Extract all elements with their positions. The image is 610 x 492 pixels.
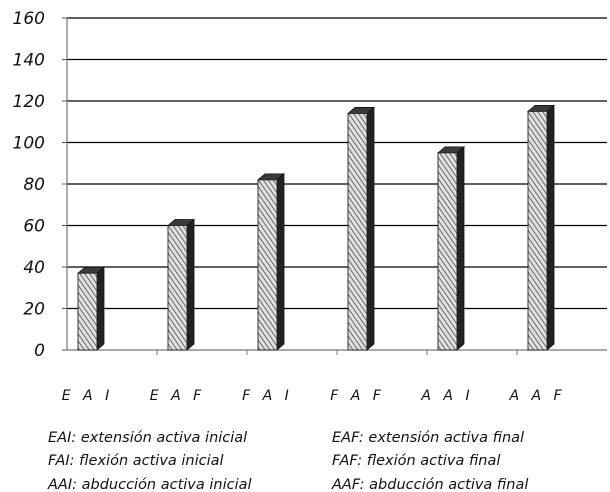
legend-entry: AAF: abducción activa final [331, 477, 528, 492]
legend-entry: FAI: flexión activa inicial [48, 453, 224, 469]
x-tick-label: A A F [508, 388, 565, 404]
axes [62, 17, 607, 355]
y-tick-label: 0 [34, 341, 45, 361]
y-tick-label: 100 [13, 134, 45, 154]
bar-front [167, 225, 188, 351]
bar-front [437, 152, 458, 351]
y-tick-label: 60 [23, 217, 45, 237]
y-tick-label: 80 [23, 175, 45, 195]
bar-side [96, 266, 105, 351]
bar-front [77, 272, 98, 351]
bar-side [546, 104, 555, 351]
x-tick-label: F A F [330, 388, 385, 404]
bar-side [366, 106, 375, 351]
legend-entry: EAF: extensión activa final [332, 430, 524, 446]
y-tick-label: 20 [23, 300, 45, 320]
x-tick-label: E A I [62, 388, 113, 404]
bar-AAF [526, 104, 556, 351]
bar-front [527, 110, 548, 351]
bar-EAF [166, 218, 196, 351]
bar-FAF [346, 106, 376, 351]
y-tick-labels: 0 20 40 60 80 100 120 140 160 [13, 9, 45, 361]
bar-side [456, 146, 465, 351]
y-tick-label: 40 [23, 258, 45, 278]
y-tick-label: 160 [13, 9, 45, 29]
x-tick-label: A A I [420, 388, 473, 404]
bar-AAI [436, 146, 466, 351]
gridlines [67, 17, 607, 310]
legend: EAI: extensión activa inicial EAF: extens… [47, 430, 528, 492]
legend-entry: AAI: abducción activa inicial [47, 477, 252, 492]
bar-front [347, 112, 368, 351]
legend-entry: EAI: extensión activa inicial [48, 430, 247, 446]
bar-front [257, 179, 278, 351]
x-tick-label: E A F [150, 388, 205, 404]
bars [76, 104, 556, 351]
bar-side [276, 172, 285, 351]
y-tick-label: 120 [13, 92, 45, 112]
bar-EAI [76, 266, 106, 351]
legend-entry: FAF: flexión activa final [332, 453, 500, 469]
bar-FAI [256, 172, 286, 351]
y-tick-label: 140 [13, 51, 45, 71]
bar-side [186, 218, 195, 351]
x-tick-label: F A I [242, 388, 293, 404]
